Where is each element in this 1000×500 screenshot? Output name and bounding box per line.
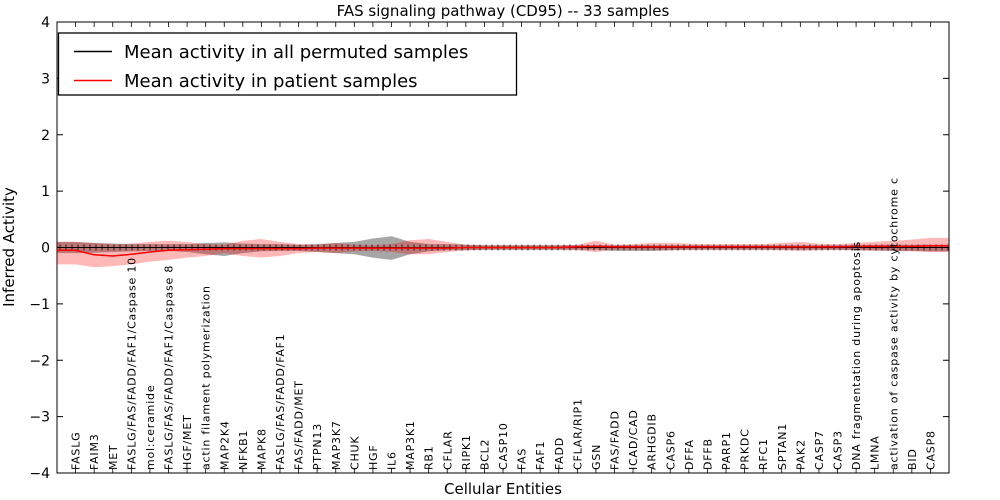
- y-tick-label: −2: [29, 353, 50, 369]
- y-axis-label: Inferred Activity: [0, 187, 18, 307]
- x-tick-label: CASP8: [924, 430, 937, 470]
- y-tick-label: 2: [41, 128, 50, 144]
- x-tick-label: HGF/MET: [181, 414, 194, 470]
- x-tick-label: MAPK8: [255, 428, 268, 470]
- x-tick-label: RFC1: [757, 438, 770, 470]
- x-tick-label: LMNA: [869, 435, 882, 470]
- x-tick-label: CFLAR: [441, 430, 454, 470]
- x-tick-label: GSN: [590, 444, 603, 470]
- x-tick-label: mol:ceramide: [144, 385, 157, 470]
- x-tick-label: MAP2K4: [218, 420, 231, 470]
- x-tick-label: actin filament polymerization: [200, 285, 213, 470]
- x-tick-label: HGF: [367, 444, 380, 470]
- x-tick-label: RB1: [423, 445, 436, 470]
- x-tick-label: FASLG/FAS/FADD/FAF1/Caspase 8: [163, 265, 176, 470]
- x-tick-label: FAF1: [534, 441, 547, 470]
- patient-band: [57, 237, 949, 268]
- x-tick-label: PARP1: [720, 431, 733, 470]
- legend-box: [57, 32, 518, 96]
- x-tick-label: CFLAR/RIP1: [571, 398, 584, 470]
- x-tick-label: FAS: [516, 448, 529, 470]
- x-tick-label: CASP7: [813, 430, 826, 470]
- legend: Mean activity in all permuted samples Me…: [57, 32, 518, 96]
- x-tick-label: PAK2: [794, 439, 807, 470]
- x-tick-label: IL6: [386, 451, 399, 470]
- x-tick-label: MAP3K7: [330, 420, 343, 470]
- y-tick-label: 0: [41, 241, 50, 257]
- x-tick-label: FASLG/FAS/FADD/FAF1/Caspase 10: [125, 257, 138, 470]
- y-tick-label: 3: [41, 71, 50, 87]
- chart-title: FAS signaling pathway (CD95) -- 33 sampl…: [337, 2, 670, 20]
- x-tick-label: SPTAN1: [776, 423, 789, 470]
- axis-ticks: [57, 21, 949, 474]
- mean-lines: [57, 244, 949, 257]
- x-tick-label: FASLG/FAS/FADD/FAF1: [274, 333, 287, 470]
- x-tick-label: DFFB: [701, 438, 714, 470]
- y-tick-label: −1: [29, 297, 50, 313]
- x-tick-label: BID: [906, 448, 919, 470]
- x-tick-label: PTPN13: [311, 423, 324, 470]
- x-tick-label: ARHGDIB: [646, 413, 659, 470]
- legend-patient-label: Mean activity in patient samples: [124, 71, 418, 92]
- x-tick-label: FAS/FADD: [609, 410, 622, 470]
- x-tick-label: MET: [107, 444, 120, 470]
- x-tick-label: activation of caspase activity by cytoch…: [887, 177, 900, 470]
- x-tick-label: FAS/FADD/MET: [293, 380, 306, 470]
- x-tick-label: CASP3: [832, 430, 845, 470]
- x-tick-label: MAP3K1: [404, 420, 417, 470]
- axis-tick-labels: −4 −3 −2 −1 0 1 2 3 4 FASLG FAIM3 MET FASLG/FAS/FADD…: [29, 15, 937, 482]
- x-tick-label: CHUK: [348, 436, 361, 470]
- x-tick-label: FASLG: [70, 432, 83, 470]
- x-tick-label: DFFA: [683, 439, 696, 470]
- x-tick-label: DNA fragmentation during apoptosis: [850, 241, 863, 470]
- x-tick-label: FADD: [553, 437, 566, 470]
- x-tick-label: FAIM3: [88, 433, 101, 470]
- x-tick-label: NFKB1: [237, 430, 250, 470]
- confidence-bands: [57, 236, 949, 268]
- x-tick-label: RIPK1: [460, 434, 473, 470]
- x-tick-label: BCL2: [478, 439, 491, 470]
- y-tick-label: −3: [29, 410, 50, 426]
- y-tick-label: 4: [41, 15, 50, 31]
- x-axis-label: Cellular Entities: [444, 480, 562, 498]
- y-tick-label: −4: [29, 466, 50, 482]
- x-tick-label: CASP10: [497, 422, 510, 470]
- x-tick-label: PRKDC: [739, 428, 752, 470]
- x-tick-label: CASP6: [664, 430, 677, 470]
- patient-mean-line: [57, 245, 949, 257]
- legend-permuted-label: Mean activity in all permuted samples: [124, 42, 468, 63]
- y-tick-label: 1: [41, 184, 50, 200]
- x-tick-label: ICAD/CAD: [627, 409, 640, 470]
